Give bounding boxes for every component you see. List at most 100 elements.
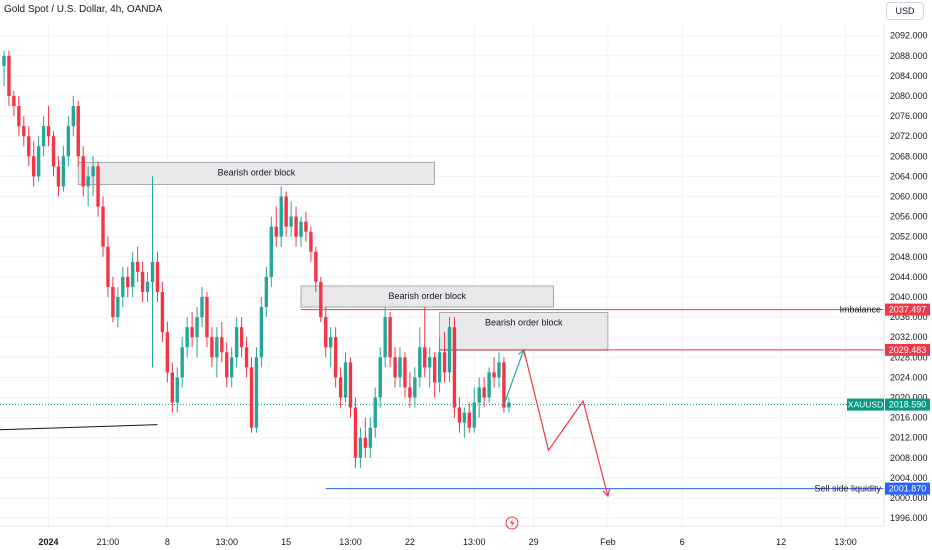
candle: [304, 211, 308, 242]
candle-body: [403, 357, 407, 388]
replay-icon[interactable]: [505, 516, 519, 530]
candle: [66, 116, 71, 167]
order-blocks[interactable]: Bearish order block Bearish order block Be…: [77, 161, 609, 351]
candle-body: [81, 156, 85, 187]
candle: [165, 322, 170, 383]
candle: [180, 337, 184, 388]
projection-down-path[interactable]: [523, 349, 609, 497]
candle: [155, 251, 160, 303]
time-axis[interactable]: 2024 21:00 8 13:00 15 13:00 22 13:00 29 Feb 6 12 13:…: [39, 537, 857, 547]
order-block[interactable]: [77, 161, 436, 185]
candle-body: [140, 271, 145, 292]
candle-body: [482, 387, 486, 398]
candle: [41, 116, 46, 157]
y-tick-label: 2028.000: [890, 352, 928, 362]
candle: [190, 312, 194, 348]
candle-body: [111, 286, 115, 318]
candle: [27, 126, 31, 167]
chart-title: Gold Spot / U.S. Dollar, 4h, OANDA: [4, 4, 163, 15]
candle-body: [383, 317, 387, 358]
order-block[interactable]: [300, 285, 554, 308]
candle-body: [358, 437, 363, 458]
candle: [358, 427, 363, 468]
candle-body: [398, 357, 402, 378]
candle: [135, 246, 140, 282]
candle: [12, 90, 16, 117]
candle: [7, 50, 11, 107]
y-tick-label: 2016.000: [890, 413, 928, 423]
price-axis[interactable]: 1996.000 2000.000 2004.000 2008.000 2012.000…: [890, 31, 928, 523]
candle-body: [437, 352, 442, 383]
candle-body: [215, 337, 219, 358]
candle-body: [259, 307, 264, 358]
candle-body: [304, 221, 308, 232]
candle: [200, 286, 204, 328]
candle-body: [274, 226, 278, 237]
currency-button[interactable]: USD: [886, 2, 924, 20]
last-price-tag: [885, 398, 930, 411]
candle-body: [12, 96, 16, 107]
candle: [284, 191, 288, 237]
candle-body: [408, 387, 412, 398]
candle-body: [373, 397, 377, 428]
candle-body: [234, 327, 239, 358]
candle: [343, 352, 348, 403]
candle-body: [239, 327, 244, 348]
candle: [150, 176, 155, 368]
candle-body: [309, 231, 313, 252]
x-tick-label: 13:00: [215, 537, 238, 547]
x-tick-label: 13:00: [834, 537, 857, 547]
candle-body: [457, 407, 462, 423]
candle: [408, 372, 412, 408]
candle: [234, 317, 239, 368]
candle-body: [462, 412, 467, 423]
y-tick-label: 2068.000: [890, 151, 928, 161]
candle: [160, 281, 165, 343]
price-tags: 2037.497 2029.483 2001.870 XAUUSD 2018.590: [847, 303, 930, 495]
y-tick-label: 2020.000: [890, 393, 928, 403]
candle-body: [497, 362, 501, 378]
candle-body: [61, 156, 66, 187]
projection-up-path[interactable]: [503, 349, 525, 405]
candle: [507, 397, 511, 413]
price-levels[interactable]: Imbalance Sell side liquidity: [301, 305, 884, 494]
candle: [457, 397, 462, 433]
y-tick-label: 1996.000: [890, 513, 928, 523]
candle-body: [185, 327, 189, 348]
candle: [239, 317, 244, 358]
y-tick-label: 2080.000: [890, 91, 928, 101]
candle: [462, 407, 467, 438]
y-tick-label: 2072.000: [890, 131, 928, 141]
candle: [96, 161, 100, 217]
candle-body: [86, 176, 90, 187]
candle: [46, 106, 51, 147]
candle-body: [363, 437, 368, 448]
candle-body: [338, 377, 343, 398]
y-tick-label: 2064.000: [890, 171, 928, 181]
candle-body: [205, 297, 209, 338]
candle: [309, 226, 313, 262]
candle: [497, 352, 501, 388]
candle: [378, 347, 382, 408]
projection-paths[interactable]: [503, 348, 611, 498]
candle: [210, 327, 214, 368]
price-level-label: Imbalance: [839, 305, 881, 315]
candle-body: [51, 136, 56, 167]
candle-body: [106, 246, 110, 287]
trend-line: [0, 424, 158, 431]
y-tick-label: 2000.000: [890, 493, 928, 503]
y-tick-label: 2012.000: [890, 433, 928, 443]
candle: [467, 402, 471, 433]
candle: [230, 347, 234, 388]
symbol-tag: [847, 398, 884, 411]
symbol-tag-label: XAUUSD: [848, 400, 883, 410]
candle: [363, 417, 368, 458]
candle-body: [319, 281, 323, 318]
candle: [32, 141, 36, 187]
candle-body: [477, 387, 481, 403]
candle: [61, 146, 66, 192]
x-tick-label: 12: [776, 537, 786, 547]
candle: [492, 357, 496, 388]
candle-body: [447, 327, 452, 373]
